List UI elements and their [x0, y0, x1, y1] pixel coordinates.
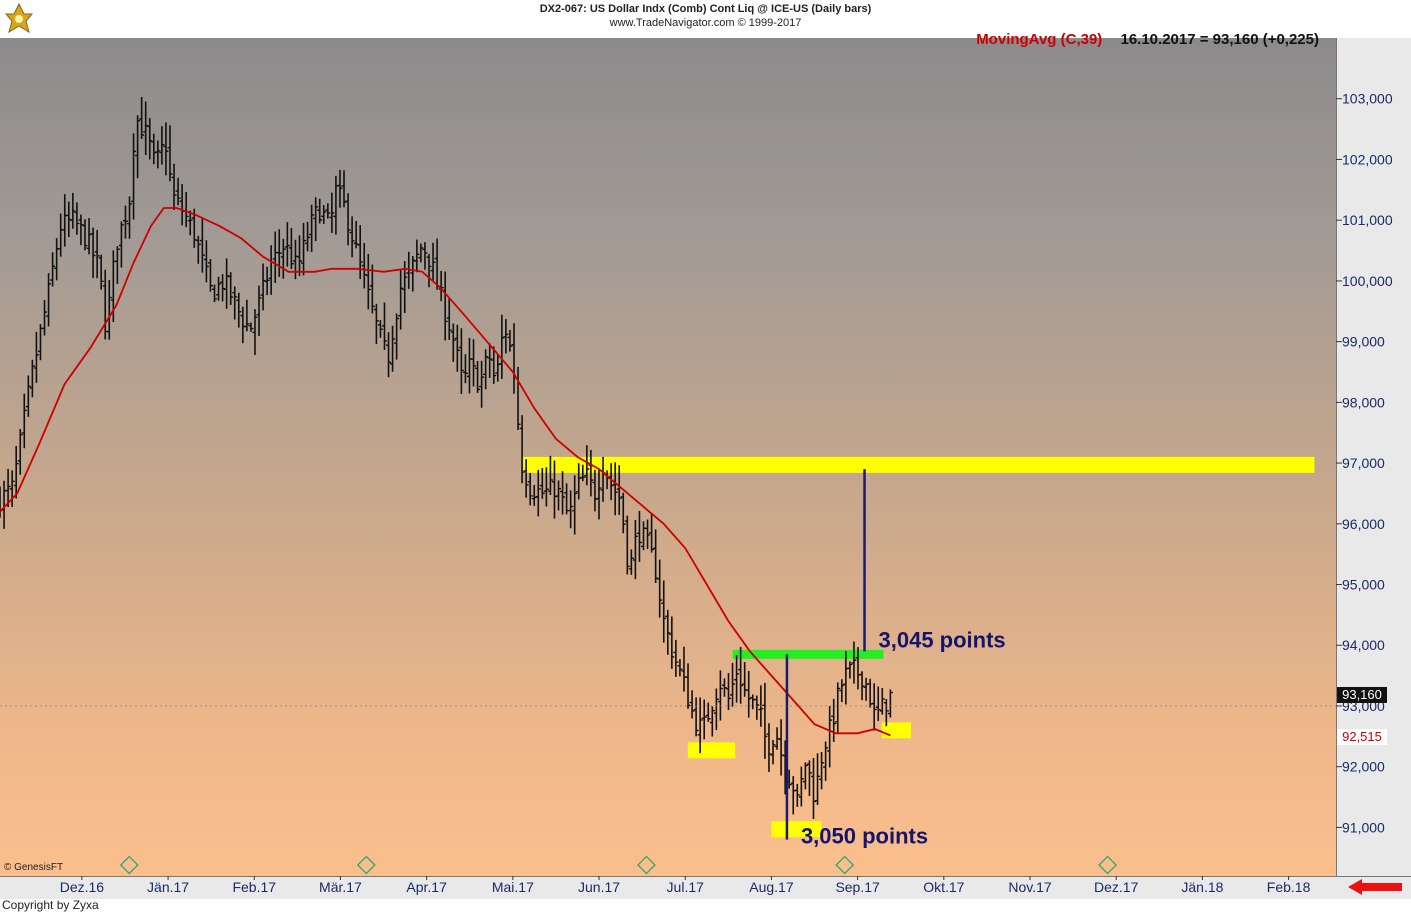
event-marker-icon: [119, 855, 139, 875]
x-tick-label: Nov.17: [1008, 879, 1052, 895]
time-axis-panel: [0, 876, 1411, 899]
x-tick-label: Mai.17: [492, 879, 534, 895]
chart-subtitle: www.TradeNavigator.com © 1999-2017: [609, 17, 802, 29]
y-tick-label: 103,000: [1342, 91, 1393, 107]
x-tick-label: Dez.16: [60, 879, 105, 895]
measure-label: 3,045 points: [879, 627, 1006, 652]
x-tick-label: Dez.17: [1094, 879, 1139, 895]
zone-support-sep: [771, 821, 822, 838]
indicator-name: MovingAvg (C,39): [976, 31, 1103, 48]
last-price-tag: 93,160: [1337, 687, 1387, 704]
event-marker-icon: [356, 855, 376, 875]
x-tick-label: Sep.17: [835, 879, 880, 895]
y-tick-label: 95,000: [1342, 577, 1385, 593]
trader-logo-icon: [4, 2, 34, 34]
zone-resistance-97: [523, 456, 1315, 473]
x-tick-label: Jän.18: [1181, 879, 1223, 895]
y-tick-label: 102,000: [1342, 151, 1393, 167]
event-marker-icon: [637, 855, 656, 875]
y-tick-label: 92,000: [1342, 759, 1385, 775]
y-tick-label: 100,000: [1342, 273, 1393, 289]
x-tick-label: Jän.17: [147, 879, 189, 895]
y-tick-label: 91,000: [1342, 819, 1385, 835]
y-tick-label: 101,000: [1342, 212, 1393, 228]
indicator-legend: MovingAvg (C,39) 16.10.2017 = 93,160 (+0…: [976, 31, 1319, 48]
moving-average-line: [0, 207, 891, 737]
zone-neckline-93.85: [732, 649, 884, 659]
x-tick-label: Jun.17: [578, 879, 620, 895]
chart-header: DX2-067: US Dollar Indx (Comb) Cont Liq …: [0, 0, 1411, 38]
x-tick-label: Feb.17: [232, 879, 276, 895]
x-tick-label: Apr.17: [406, 879, 447, 895]
measure-label: 3,050 points: [801, 824, 928, 849]
event-marker-icon: [835, 855, 855, 875]
y-tick-label: 94,000: [1342, 637, 1385, 653]
y-tick-label: 96,000: [1342, 516, 1385, 532]
x-tick-label: Aug.17: [749, 879, 794, 895]
x-tick-label: Jul.17: [667, 879, 705, 895]
x-tick-label: Mär.17: [319, 879, 362, 895]
zone-support-aug: [687, 742, 736, 759]
x-tick-label: Okt.17: [923, 879, 964, 895]
chart-title: DX2-067: US Dollar Indx (Comb) Cont Liq …: [539, 3, 872, 15]
copyright-label: Copyright by Zyxa: [2, 898, 99, 912]
ma-price-tag: 92,515: [1337, 729, 1387, 746]
event-marker-icon: [1098, 855, 1117, 875]
indicator-value: 16.10.2017 = 93,160 (+0,225): [1120, 31, 1319, 48]
y-tick-label: 97,000: [1342, 455, 1385, 471]
data-vendor-credit: © GenesisFT: [4, 862, 64, 873]
y-tick-label: 98,000: [1342, 394, 1385, 410]
x-tick-label: Feb.18: [1267, 879, 1311, 895]
scroll-right-arrow-icon[interactable]: [1348, 878, 1404, 896]
y-tick-label: 99,000: [1342, 334, 1385, 350]
